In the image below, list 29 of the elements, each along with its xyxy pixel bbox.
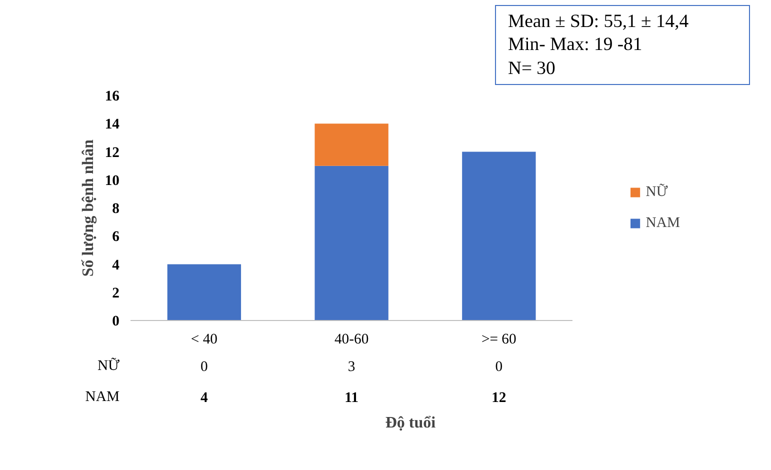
data-label: 4 bbox=[200, 390, 209, 406]
y-tick-label: 8 bbox=[112, 201, 120, 217]
bar bbox=[167, 264, 242, 320]
y-tick-label: 16 bbox=[104, 88, 120, 104]
y-tick-label: 10 bbox=[104, 172, 120, 189]
bar bbox=[462, 152, 536, 320]
y-tick-label: 14 bbox=[104, 116, 120, 133]
y-tick-label: 12 bbox=[104, 144, 120, 161]
data-label: 0 bbox=[200, 359, 208, 375]
data-label: 3 bbox=[348, 359, 356, 375]
text: NỮ bbox=[98, 358, 120, 374]
y-tick-label: 2 bbox=[112, 285, 120, 302]
text: Mean ± SD: 55,1 ± 14,4 Min- Max: 19 -81 N= 30 bbox=[508, 10, 689, 80]
x-tick-label: >= 60 bbox=[481, 332, 516, 348]
data-label: 0 bbox=[495, 359, 503, 375]
x-axis-title: Độ tuổi bbox=[385, 414, 436, 432]
y-tick-label: 0 bbox=[112, 314, 120, 330]
bar bbox=[314, 166, 388, 320]
y-tick-label: 4 bbox=[112, 257, 120, 274]
data-label: 12 bbox=[492, 390, 506, 406]
legend-label: NỮ bbox=[646, 184, 668, 200]
bar bbox=[314, 124, 388, 166]
y-axis-title: Số lượng bệnh nhân bbox=[80, 139, 97, 277]
y-tick-label: 6 bbox=[112, 229, 120, 246]
data-label: 11 bbox=[344, 390, 358, 406]
x-tick-label: < 40 bbox=[190, 332, 218, 348]
x-tick-label: 40-60 bbox=[334, 332, 369, 348]
text: NAM bbox=[85, 389, 120, 405]
legend-label: NAM bbox=[646, 214, 680, 232]
